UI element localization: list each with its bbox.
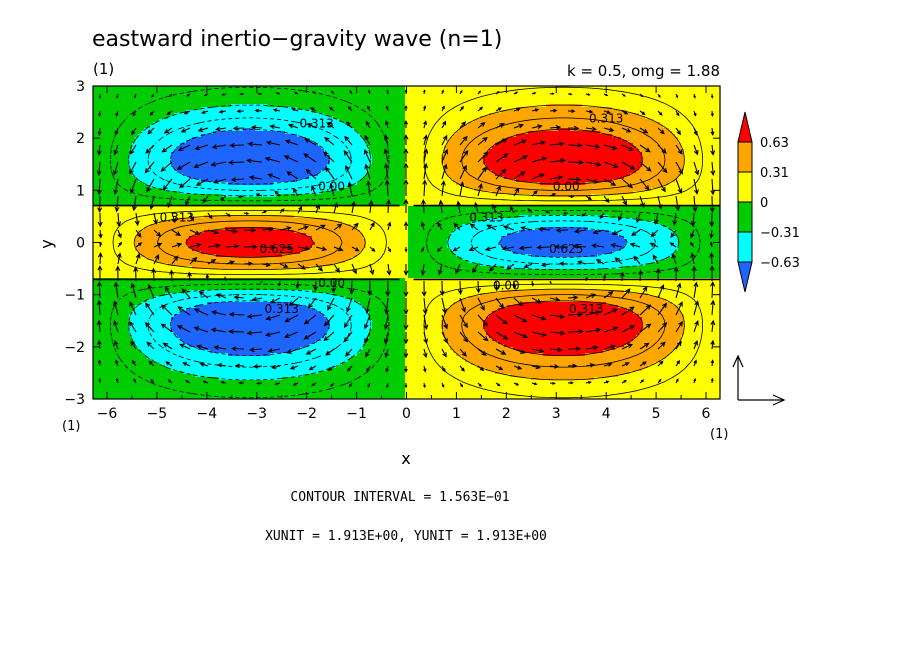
contour-label: 0.313 — [160, 211, 194, 225]
colorbar-label: 0.63 — [760, 136, 789, 151]
colorbar-bottom-triangle — [738, 262, 752, 292]
contour-label: 0.00 — [318, 179, 345, 193]
contour-label: 0.00 — [318, 276, 345, 290]
x-tick-label: 2 — [502, 406, 511, 422]
contour-label: 0.625 — [260, 242, 294, 256]
y-tick-label: −2 — [64, 340, 85, 356]
x-unit-note-left: (1) — [62, 419, 80, 434]
y-tick-label: 0 — [76, 236, 85, 252]
colorbar-label: −0.63 — [760, 256, 800, 271]
x-tick-label: −2 — [296, 406, 317, 422]
colorbar-top-triangle — [738, 112, 752, 142]
x-tick-label: −5 — [147, 406, 168, 422]
y-tick-label: 3 — [76, 79, 85, 95]
reference-vector — [733, 356, 784, 405]
colorbar-label: −0.31 — [760, 226, 800, 241]
units-note: XUNIT = 1.913E+00, YUNIT = 1.913E+00 — [265, 529, 547, 544]
contour-label: 0.00 — [553, 179, 580, 193]
chart-subtitle-right: k = 0.5, omg = 1.88 — [567, 62, 720, 80]
y-tick-label: −1 — [64, 288, 85, 304]
contour-label: 0.625 — [549, 242, 583, 256]
colorbar-label: 0 — [760, 196, 768, 211]
colorbar-swatch — [738, 232, 752, 262]
x-unit-note-right: (1) — [710, 427, 728, 442]
colorbar: 0.63 0.31 0 −0.31 −0.63 — [738, 112, 800, 292]
chart-title: eastward inertio−gravity wave (n=1) — [92, 27, 502, 52]
contour-label: 0.313 — [299, 117, 333, 131]
y-tick-label: −3 — [64, 392, 85, 408]
x-tick-label: 3 — [552, 406, 561, 422]
colorbar-swatch — [738, 142, 752, 172]
colorbar-label: 0.31 — [760, 166, 789, 181]
plot-area: 0.313 0.00 0.313 0.625 0.00 0.313 0.313 0.00 0.3… — [64, 79, 720, 422]
contour-label: 0.313 — [569, 302, 603, 316]
x-tick-label: −3 — [246, 406, 267, 422]
y-tick-label: 2 — [76, 131, 85, 147]
contour-interval-note: CONTOUR INTERVAL = 1.563E−01 — [290, 490, 509, 505]
y-tick-label: 1 — [76, 183, 85, 199]
x-tick-label: 4 — [602, 406, 611, 422]
chart-subtitle-left: (1) — [93, 60, 114, 78]
contour-label: 0.313 — [469, 211, 503, 225]
x-axis-label: x — [401, 449, 410, 468]
x-tick-label: 6 — [702, 406, 711, 422]
x-tick-label: 0 — [402, 406, 411, 422]
contour-label: 0.313 — [589, 112, 623, 126]
y-axis-label: y — [37, 239, 56, 248]
filled-contours — [93, 86, 720, 401]
contour-label: 0.00 — [493, 278, 520, 292]
x-tick-label: 5 — [652, 406, 661, 422]
x-tick-label: −1 — [346, 406, 367, 422]
colorbar-swatch — [738, 172, 752, 202]
contour-label: 0.313 — [265, 302, 299, 316]
x-tick-label: 1 — [452, 406, 461, 422]
colorbar-swatch — [738, 202, 752, 232]
x-tick-label: −6 — [97, 406, 118, 422]
x-tick-label: −4 — [196, 406, 217, 422]
